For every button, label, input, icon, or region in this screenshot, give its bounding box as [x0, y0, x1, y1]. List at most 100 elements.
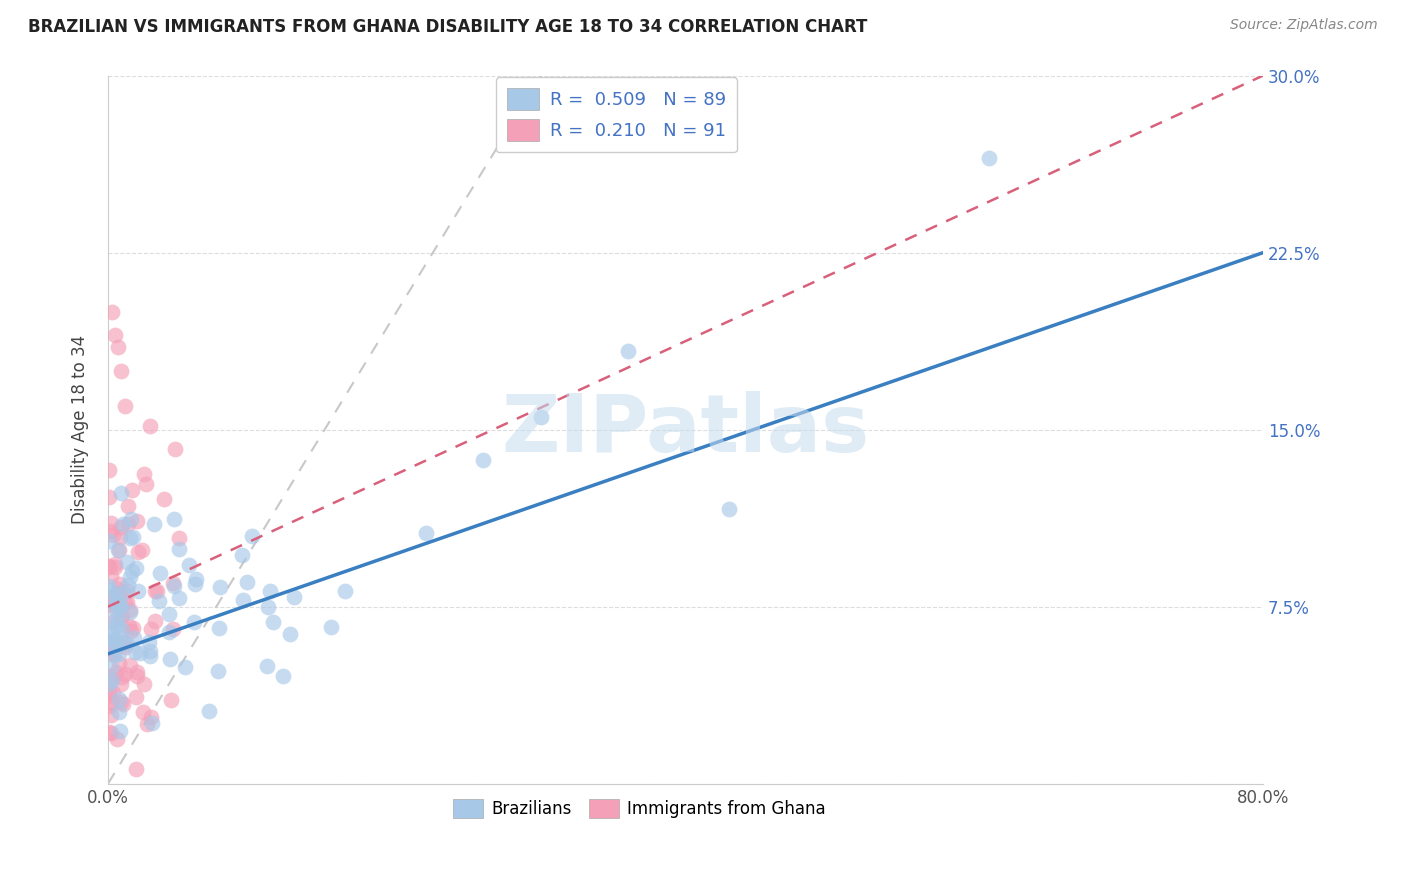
Point — [333, 583, 356, 598]
Point — [100, 625, 122, 640]
Point — [104, 559, 127, 574]
Point — [98, 684, 121, 698]
Point — [100, 660, 122, 674]
Point — [122, 530, 145, 544]
Point — [120, 531, 142, 545]
Point — [105, 619, 128, 633]
Point — [108, 705, 131, 719]
Point — [208, 622, 231, 636]
Point — [138, 634, 160, 648]
Point — [121, 483, 143, 498]
Point — [100, 696, 122, 710]
Point — [117, 619, 139, 633]
Point — [162, 575, 184, 590]
Point — [111, 623, 134, 637]
Point — [103, 589, 125, 603]
Point — [120, 624, 142, 639]
Point — [110, 520, 132, 534]
Point — [108, 599, 131, 614]
Point — [163, 512, 186, 526]
Point — [104, 665, 127, 679]
Point — [183, 615, 205, 630]
Point — [98, 688, 121, 702]
Point — [98, 634, 121, 648]
Point — [98, 699, 121, 714]
Point — [530, 410, 553, 425]
Point — [617, 343, 640, 358]
Point — [100, 516, 122, 530]
Point — [231, 548, 253, 562]
Point — [108, 543, 131, 558]
Point — [108, 530, 131, 544]
Point — [157, 625, 180, 640]
Point — [107, 656, 129, 670]
Point — [207, 665, 229, 679]
Point — [120, 603, 142, 617]
Point — [112, 585, 135, 599]
Point — [319, 620, 342, 634]
Point — [167, 542, 190, 557]
Point — [101, 642, 124, 657]
Point — [100, 673, 122, 687]
Point — [242, 529, 264, 543]
Point — [112, 635, 135, 649]
Point — [104, 591, 127, 606]
Point — [104, 558, 127, 572]
Point — [108, 602, 131, 616]
Point — [125, 515, 148, 529]
Point — [120, 657, 142, 672]
Point — [107, 614, 129, 628]
Point — [110, 632, 132, 646]
Point — [160, 693, 183, 707]
Point — [98, 579, 121, 593]
Point — [125, 665, 148, 679]
Legend: Brazilians, Immigrants from Ghana: Brazilians, Immigrants from Ghana — [447, 792, 832, 825]
Point — [107, 692, 129, 706]
Point — [121, 564, 143, 578]
Point — [232, 593, 254, 607]
Point — [128, 646, 150, 660]
Point — [236, 574, 259, 589]
Point — [100, 569, 122, 583]
Point — [115, 594, 138, 608]
Point — [103, 632, 125, 647]
Point — [127, 545, 149, 559]
Point — [103, 612, 125, 626]
Point — [163, 579, 186, 593]
Point — [100, 726, 122, 740]
Text: Source: ZipAtlas.com: Source: ZipAtlas.com — [1230, 18, 1378, 32]
Point — [120, 512, 142, 526]
Point — [100, 647, 122, 661]
Point — [100, 707, 122, 722]
Point — [108, 576, 131, 591]
Point — [186, 572, 208, 586]
Point — [107, 582, 129, 596]
Point — [105, 596, 128, 610]
Point — [179, 558, 201, 572]
Point — [98, 725, 121, 739]
Point — [209, 580, 232, 594]
Point — [105, 587, 128, 601]
Point — [259, 584, 281, 599]
Point — [117, 584, 139, 599]
Point — [110, 695, 132, 709]
Point — [101, 686, 124, 700]
Point — [117, 500, 139, 514]
Point — [262, 615, 284, 630]
Point — [101, 673, 124, 687]
Point — [103, 632, 125, 647]
Point — [104, 603, 127, 617]
Point — [111, 697, 134, 711]
Point — [138, 648, 160, 663]
Point — [143, 614, 166, 628]
Point — [101, 528, 124, 542]
Point — [127, 584, 149, 599]
Point — [101, 623, 124, 637]
Point — [125, 690, 148, 704]
Text: ZIPatlas: ZIPatlas — [502, 391, 870, 468]
Point — [122, 621, 145, 635]
Point — [283, 590, 305, 604]
Point — [174, 660, 197, 674]
Point — [167, 591, 190, 606]
Point — [472, 453, 495, 467]
